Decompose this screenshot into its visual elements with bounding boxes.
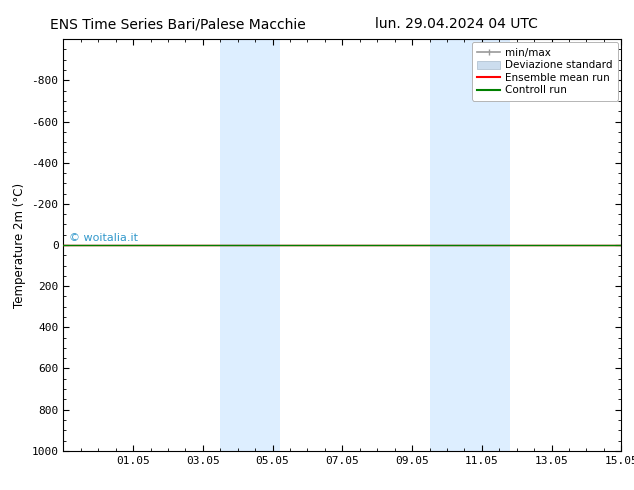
Bar (221, 39, 280, 451)
Y-axis label: Temperature 2m (°C): Temperature 2m (°C) (13, 182, 26, 308)
Text: © woitalia.it: © woitalia.it (69, 233, 138, 243)
Bar (429, 39, 510, 451)
Legend: min/max, Deviazione standard, Ensemble mean run, Controll run: min/max, Deviazione standard, Ensemble m… (472, 42, 618, 100)
Text: lun. 29.04.2024 04 UTC: lun. 29.04.2024 04 UTC (375, 17, 538, 31)
Text: ENS Time Series Bari/Palese Macchie: ENS Time Series Bari/Palese Macchie (49, 17, 306, 31)
